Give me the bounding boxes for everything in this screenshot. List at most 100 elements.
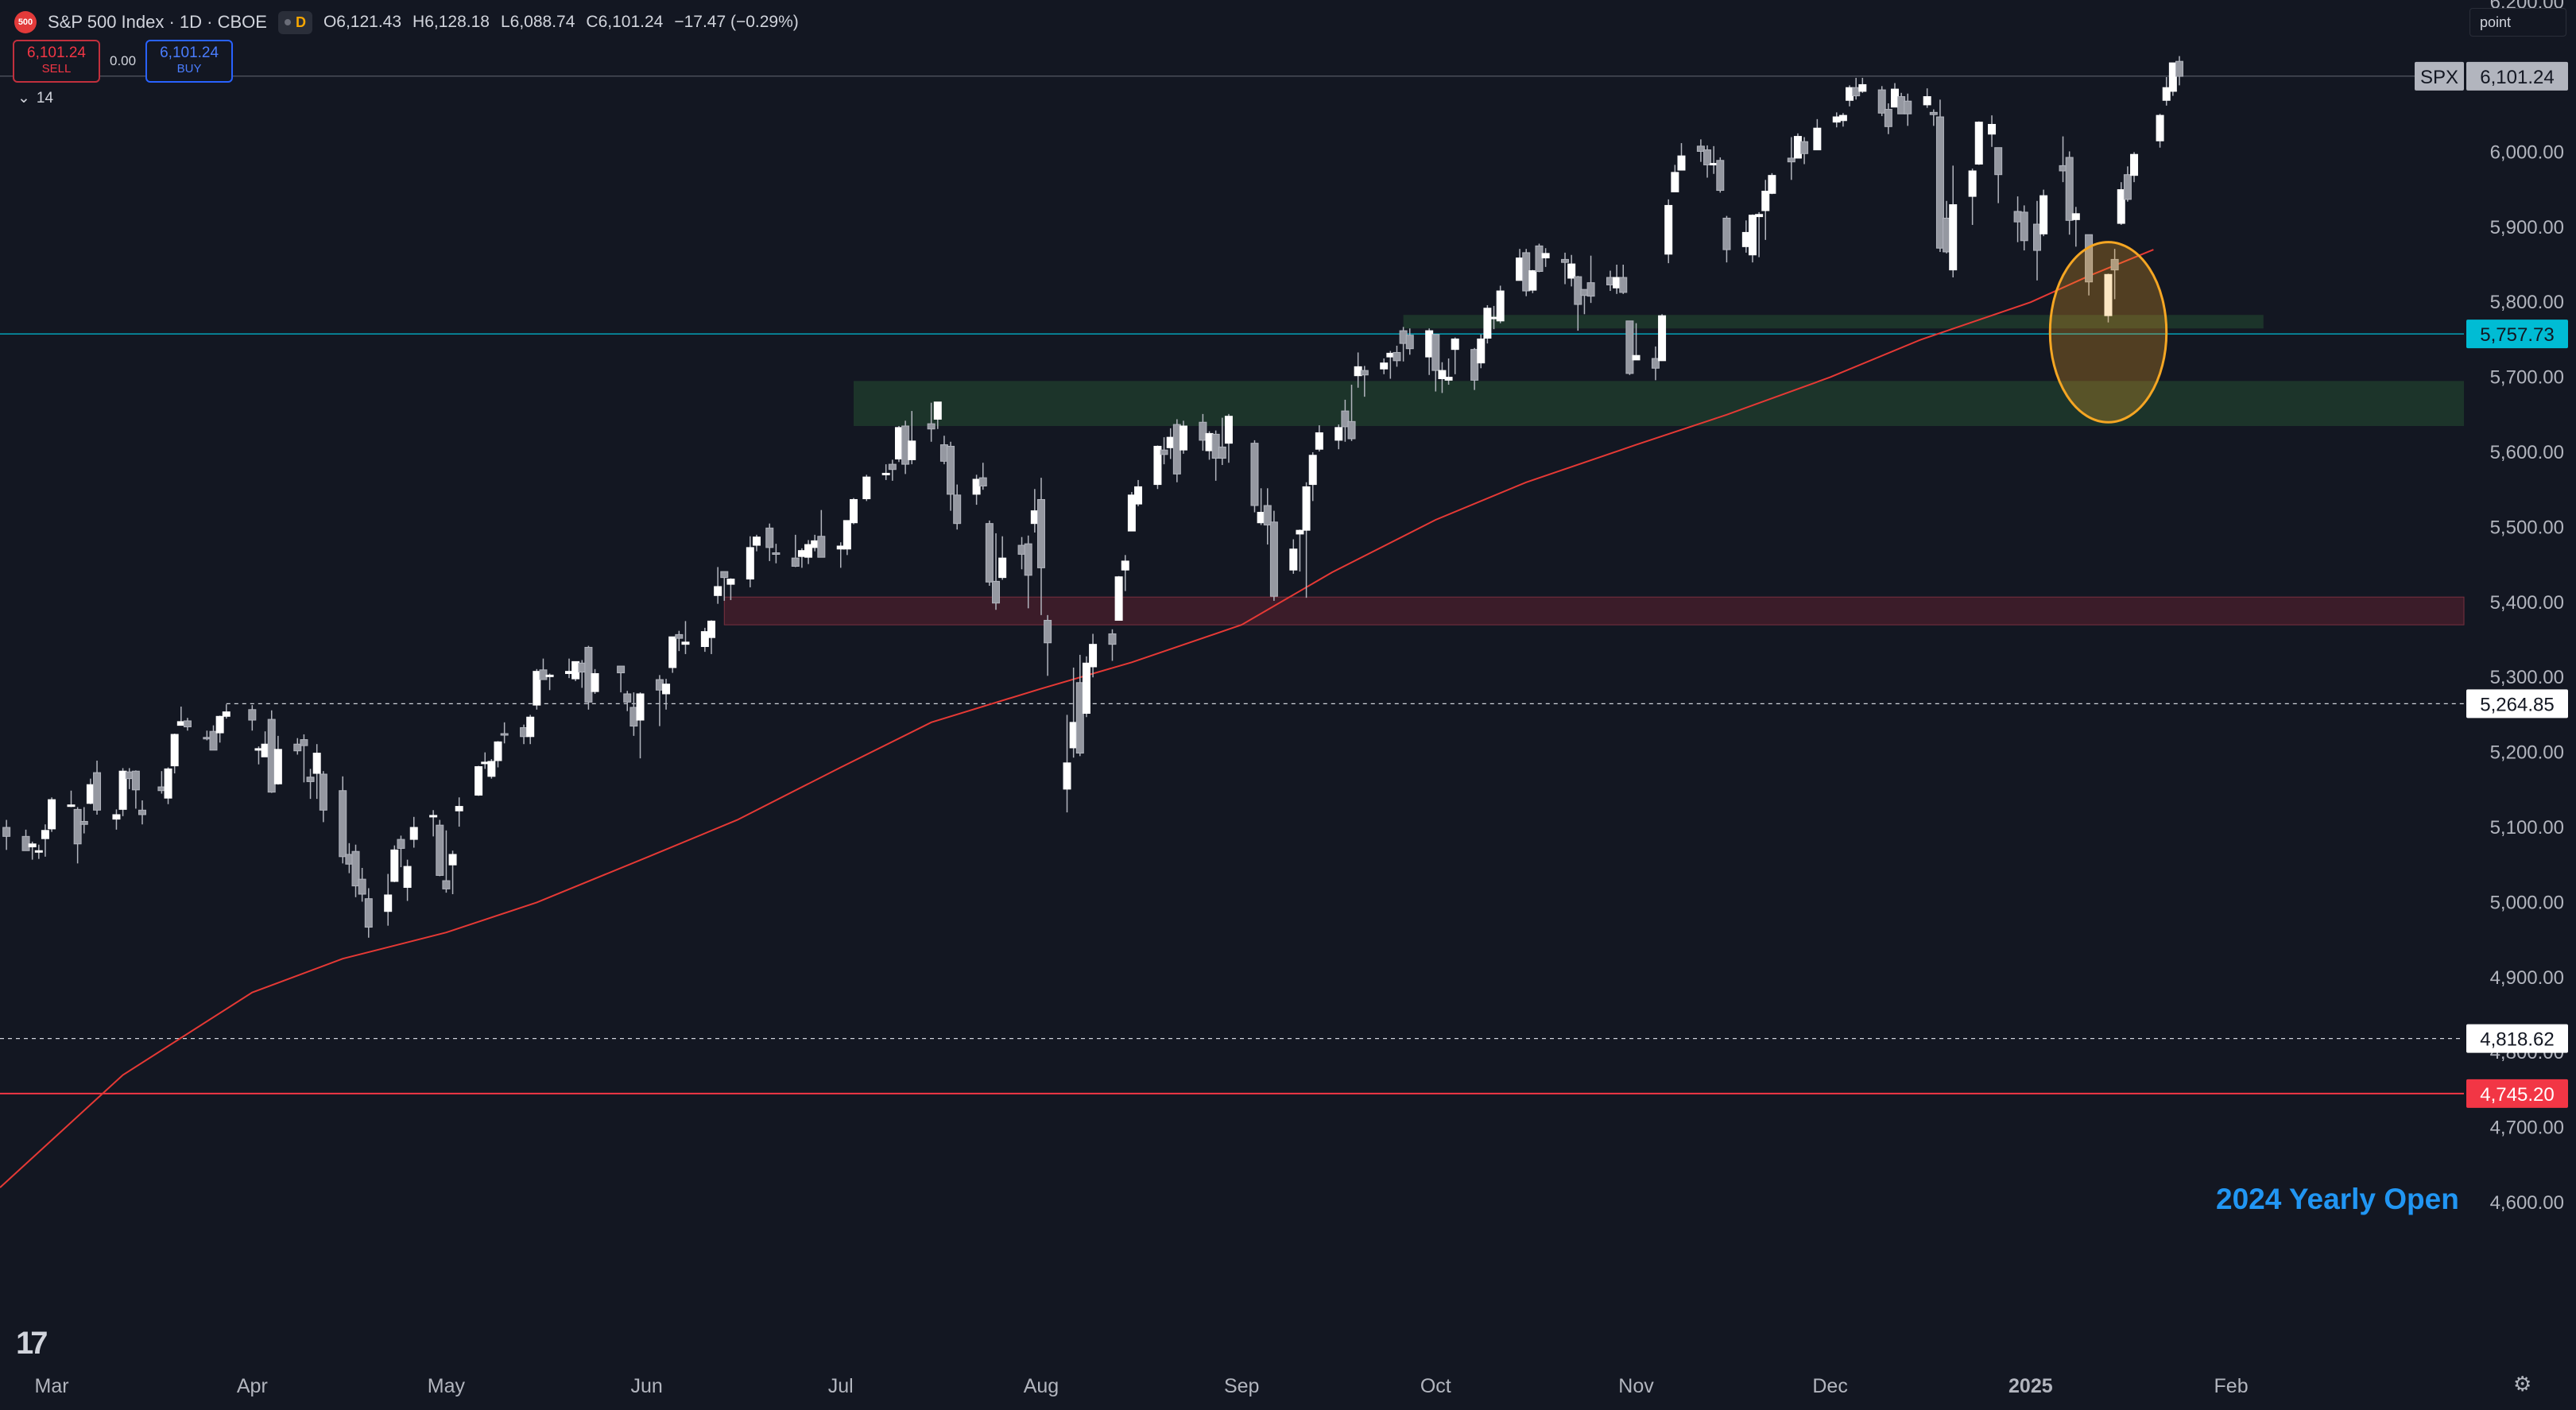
candle-body: [300, 739, 308, 746]
candle-body: [293, 743, 302, 752]
candle-body: [1308, 455, 1317, 486]
candle-8: [79, 807, 88, 834]
x-tick-label: Apr: [237, 1375, 268, 1397]
candle-217: [2039, 189, 2048, 237]
candle-59: [545, 673, 554, 691]
candle-body: [1994, 147, 2003, 176]
price-labels-layer: SPX 6,101.24 5,757.73 5,264.85 4,818.62 4,745…: [2415, 61, 2568, 1108]
candle-157: [1477, 334, 1486, 369]
candle-43: [403, 859, 412, 901]
candle-body: [1703, 149, 1712, 165]
candle-146: [1380, 358, 1389, 374]
candle-122: [1153, 445, 1162, 490]
candle-body: [908, 440, 916, 460]
candle-body: [1813, 127, 1822, 151]
candle-213: [1994, 147, 2003, 203]
candle-111: [1044, 614, 1052, 676]
candle-199: [1858, 77, 1867, 93]
candle-180: [1677, 143, 1686, 171]
candle-23: [215, 715, 224, 743]
candle-143: [1347, 385, 1356, 441]
candle-200: [1877, 86, 1886, 117]
candle-body: [726, 579, 735, 585]
candle-body: [2085, 234, 2094, 283]
candle-33: [312, 744, 321, 800]
candle-body: [1929, 111, 1938, 115]
candle-body: [1063, 762, 1071, 790]
candle-body: [1477, 338, 1486, 364]
candle-110: [1036, 478, 1045, 615]
candle-81: [765, 523, 774, 561]
y-axis[interactable]: 6,200.006,100.006,000.005,900.005,800.00…: [2490, 0, 2564, 1214]
candle-83: [791, 534, 800, 567]
price-label-4: 4,745.20: [2466, 1079, 2568, 1108]
candle-body: [1438, 370, 1447, 379]
candle-body: [1470, 349, 1479, 381]
tradingview-logo-icon[interactable]: 17: [16, 1326, 48, 1361]
candle-body: [351, 850, 360, 887]
candle-body: [2, 827, 11, 837]
candle-body: [429, 815, 438, 818]
candle-body: [364, 898, 373, 928]
candle-body: [533, 671, 541, 706]
candle-body: [2175, 60, 2183, 77]
y-tick-label: 5,500.00: [2490, 517, 2564, 538]
candle-194: [1813, 118, 1822, 151]
yearly-open-annotation: 2024 Yearly Open: [2216, 1183, 2459, 1215]
candle-123: [1160, 437, 1168, 465]
chart-header: 500 S&P 500 Index · 1D · CBOE D O6,121.4…: [14, 8, 799, 37]
candle-body: [985, 523, 994, 583]
candle-152: [1431, 334, 1440, 392]
candle-66: [623, 691, 632, 711]
candle-4: [41, 824, 49, 857]
ohlc-change: −17.47 (−0.29%): [674, 13, 799, 31]
ohlc-close: C6,101.24: [586, 13, 664, 31]
candle-89: [843, 520, 851, 556]
candle-221: [2085, 234, 2094, 296]
gear-icon[interactable]: ⚙: [2513, 1372, 2532, 1396]
interval-badge[interactable]: D: [277, 10, 312, 34]
candle-174: [1625, 320, 1634, 375]
symbol-title[interactable]: S&P 500 Index · 1D · CBOE: [48, 12, 267, 32]
indicator-toggle[interactable]: ⌄ 14: [17, 89, 53, 107]
candle-112: [1063, 715, 1071, 813]
candle-body: [1121, 560, 1129, 571]
ohlc-high: H6,128.18: [413, 13, 490, 31]
candle-body: [2123, 174, 2132, 200]
candle-body: [623, 693, 632, 703]
x-axis[interactable]: Mar Apr May Jun Jul Aug Sep Oct Nov Dec 2025 Feb: [35, 1375, 2249, 1397]
candle-body: [746, 547, 754, 580]
candle-154: [1444, 358, 1453, 385]
candle-145: [1360, 366, 1369, 397]
candle-body: [34, 850, 43, 853]
candle-body: [1082, 662, 1090, 715]
candle-body: [1768, 175, 1776, 194]
candle-190: [1768, 172, 1776, 195]
candle-85: [804, 540, 813, 564]
candle-body: [843, 520, 851, 550]
candle-53: [494, 741, 502, 768]
candle-body: [131, 770, 140, 791]
unit-selector[interactable]: point: [2469, 8, 2566, 37]
buy-button[interactable]: 6,101.24 BUY: [145, 40, 234, 83]
candle-body: [804, 544, 813, 558]
candle-215: [2020, 205, 2028, 251]
candle-44: [409, 816, 418, 848]
candle-57: [533, 668, 541, 710]
candle-body: [1036, 498, 1045, 568]
candle-220: [2071, 207, 2080, 247]
candle-body: [888, 463, 897, 471]
candle-body: [215, 715, 224, 734]
candle-224: [2117, 182, 2125, 225]
candle-104: [985, 520, 994, 587]
candle-225: [2123, 166, 2132, 202]
candle-230: [2175, 56, 2183, 86]
candle-191: [1787, 137, 1795, 180]
candle-98: [933, 401, 942, 429]
candle-182: [1703, 145, 1712, 178]
candle-193: [1800, 137, 1809, 165]
sell-button[interactable]: 6,101.24 SELL: [13, 40, 100, 83]
candle-103: [978, 463, 987, 490]
candle-138: [1302, 482, 1311, 598]
